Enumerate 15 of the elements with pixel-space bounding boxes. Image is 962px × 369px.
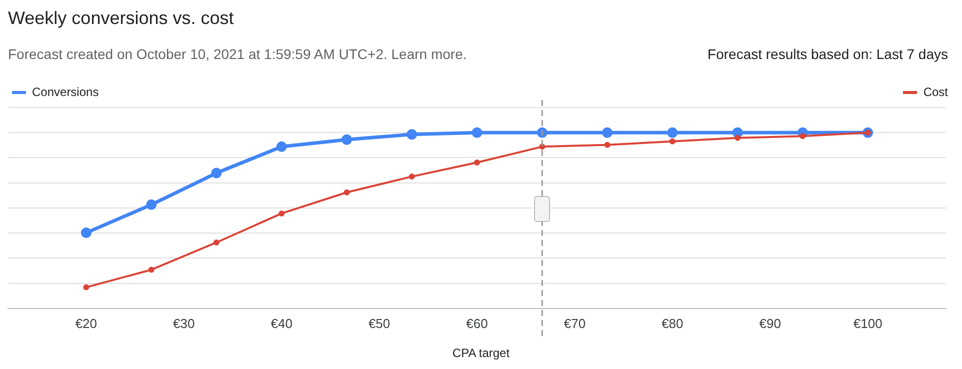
legend-label: Cost (923, 85, 948, 99)
x-tick-label: €20 (75, 316, 98, 331)
x-tick-label: €40 (270, 316, 292, 331)
chart-subtitle: Forecast created on October 10, 2021 at 1:59:59 AM UTC+2. Learn more. (8, 46, 467, 62)
x-tick-label: €90 (759, 316, 781, 331)
x-tick-label: €70 (564, 316, 586, 331)
x-tick-label: €30 (173, 316, 195, 331)
x-tick-label: €100 (853, 316, 882, 331)
x-tick-label: €80 (662, 316, 684, 331)
text: Forecast results based on: Last 7 days (708, 46, 948, 62)
x-tick-label: €50 (368, 316, 390, 331)
chart-title: Weekly conversions vs. cost (8, 8, 234, 29)
x-axis-title: CPA target (451, 346, 511, 360)
x-tick-label: €60 (466, 316, 488, 331)
legend-label: Conversions (32, 85, 99, 99)
